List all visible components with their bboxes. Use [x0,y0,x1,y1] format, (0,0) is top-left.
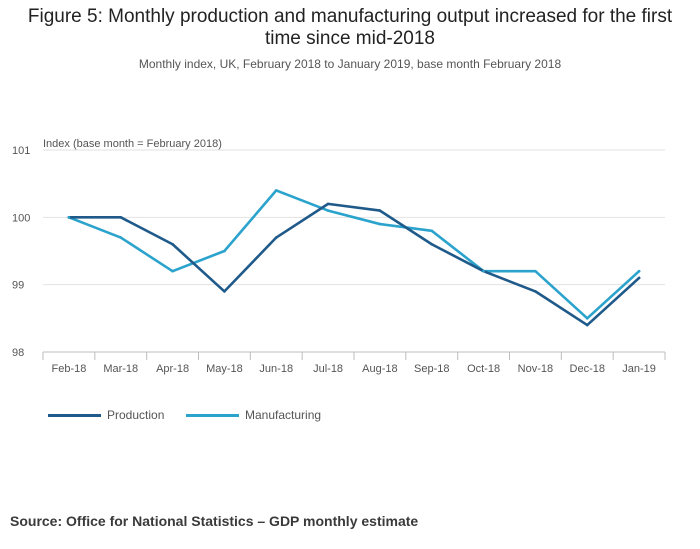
x-tick-label: May-18 [206,363,243,375]
legend-label: Manufacturing [245,408,322,422]
data-point-manufacturing [67,216,71,219]
x-tick-label: Sep-18 [414,363,449,375]
data-point-production [378,209,382,212]
x-tick-label: Nov-18 [518,363,553,375]
data-point-production [637,276,641,280]
data-point-production [171,242,174,246]
x-tick-label: Jun-18 [259,363,293,375]
data-point-manufacturing [326,209,330,212]
data-point-manufacturing [534,269,537,273]
y-tick-label: 99 [12,280,24,292]
data-point-production [223,290,226,293]
data-point-manufacturing [223,249,226,253]
data-point-manufacturing [430,229,434,233]
data-point-production [326,202,330,206]
data-point-production [534,290,537,293]
x-tick-label: Mar-18 [103,363,138,375]
y-axis-label: Index (base month = February 2018) [43,138,222,150]
data-point-manufacturing [171,269,174,273]
data-point-manufacturing [482,269,485,273]
data-point-manufacturing [274,189,278,192]
x-tick-label: Oct-18 [467,363,500,375]
data-point-manufacturing [119,236,123,239]
legend-label: Production [107,408,165,422]
legend-swatch [48,413,101,417]
x-tick-label: Jul-18 [313,363,343,375]
x-tick-label: Feb-18 [51,363,86,375]
data-point-manufacturing [378,222,382,226]
x-tick-label: Dec-18 [570,363,605,375]
chart-subtitle: Monthly index, UK, February 2018 to Janu… [138,57,562,71]
series-line-production [67,202,641,327]
chart-title: Figure 5: Monthly production and manufac… [27,6,673,49]
data-point-production [119,216,123,219]
x-tick-label: Apr-18 [156,363,189,375]
x-tick-label: Jan-19 [622,363,656,375]
y-tick-label: 100 [12,212,30,224]
legend-swatch [186,413,239,417]
series-line-manufacturing [67,189,641,320]
y-tick-label: 98 [12,347,24,359]
line-chart: Index (base month = February 2018) 101 100… [12,138,666,375]
data-point-production [274,236,278,239]
y-tick-label: 101 [12,145,30,157]
data-point-manufacturing [637,269,641,273]
x-tick-label: Aug-18 [362,363,397,375]
legend-item-production: Production [48,408,164,422]
data-point-production [585,323,589,327]
source-note: Source: Office for National Statistics –… [10,513,419,529]
data-point-manufacturing [585,317,589,320]
legend-item-manufacturing: Manufacturing [186,408,321,422]
data-point-production [430,242,434,246]
